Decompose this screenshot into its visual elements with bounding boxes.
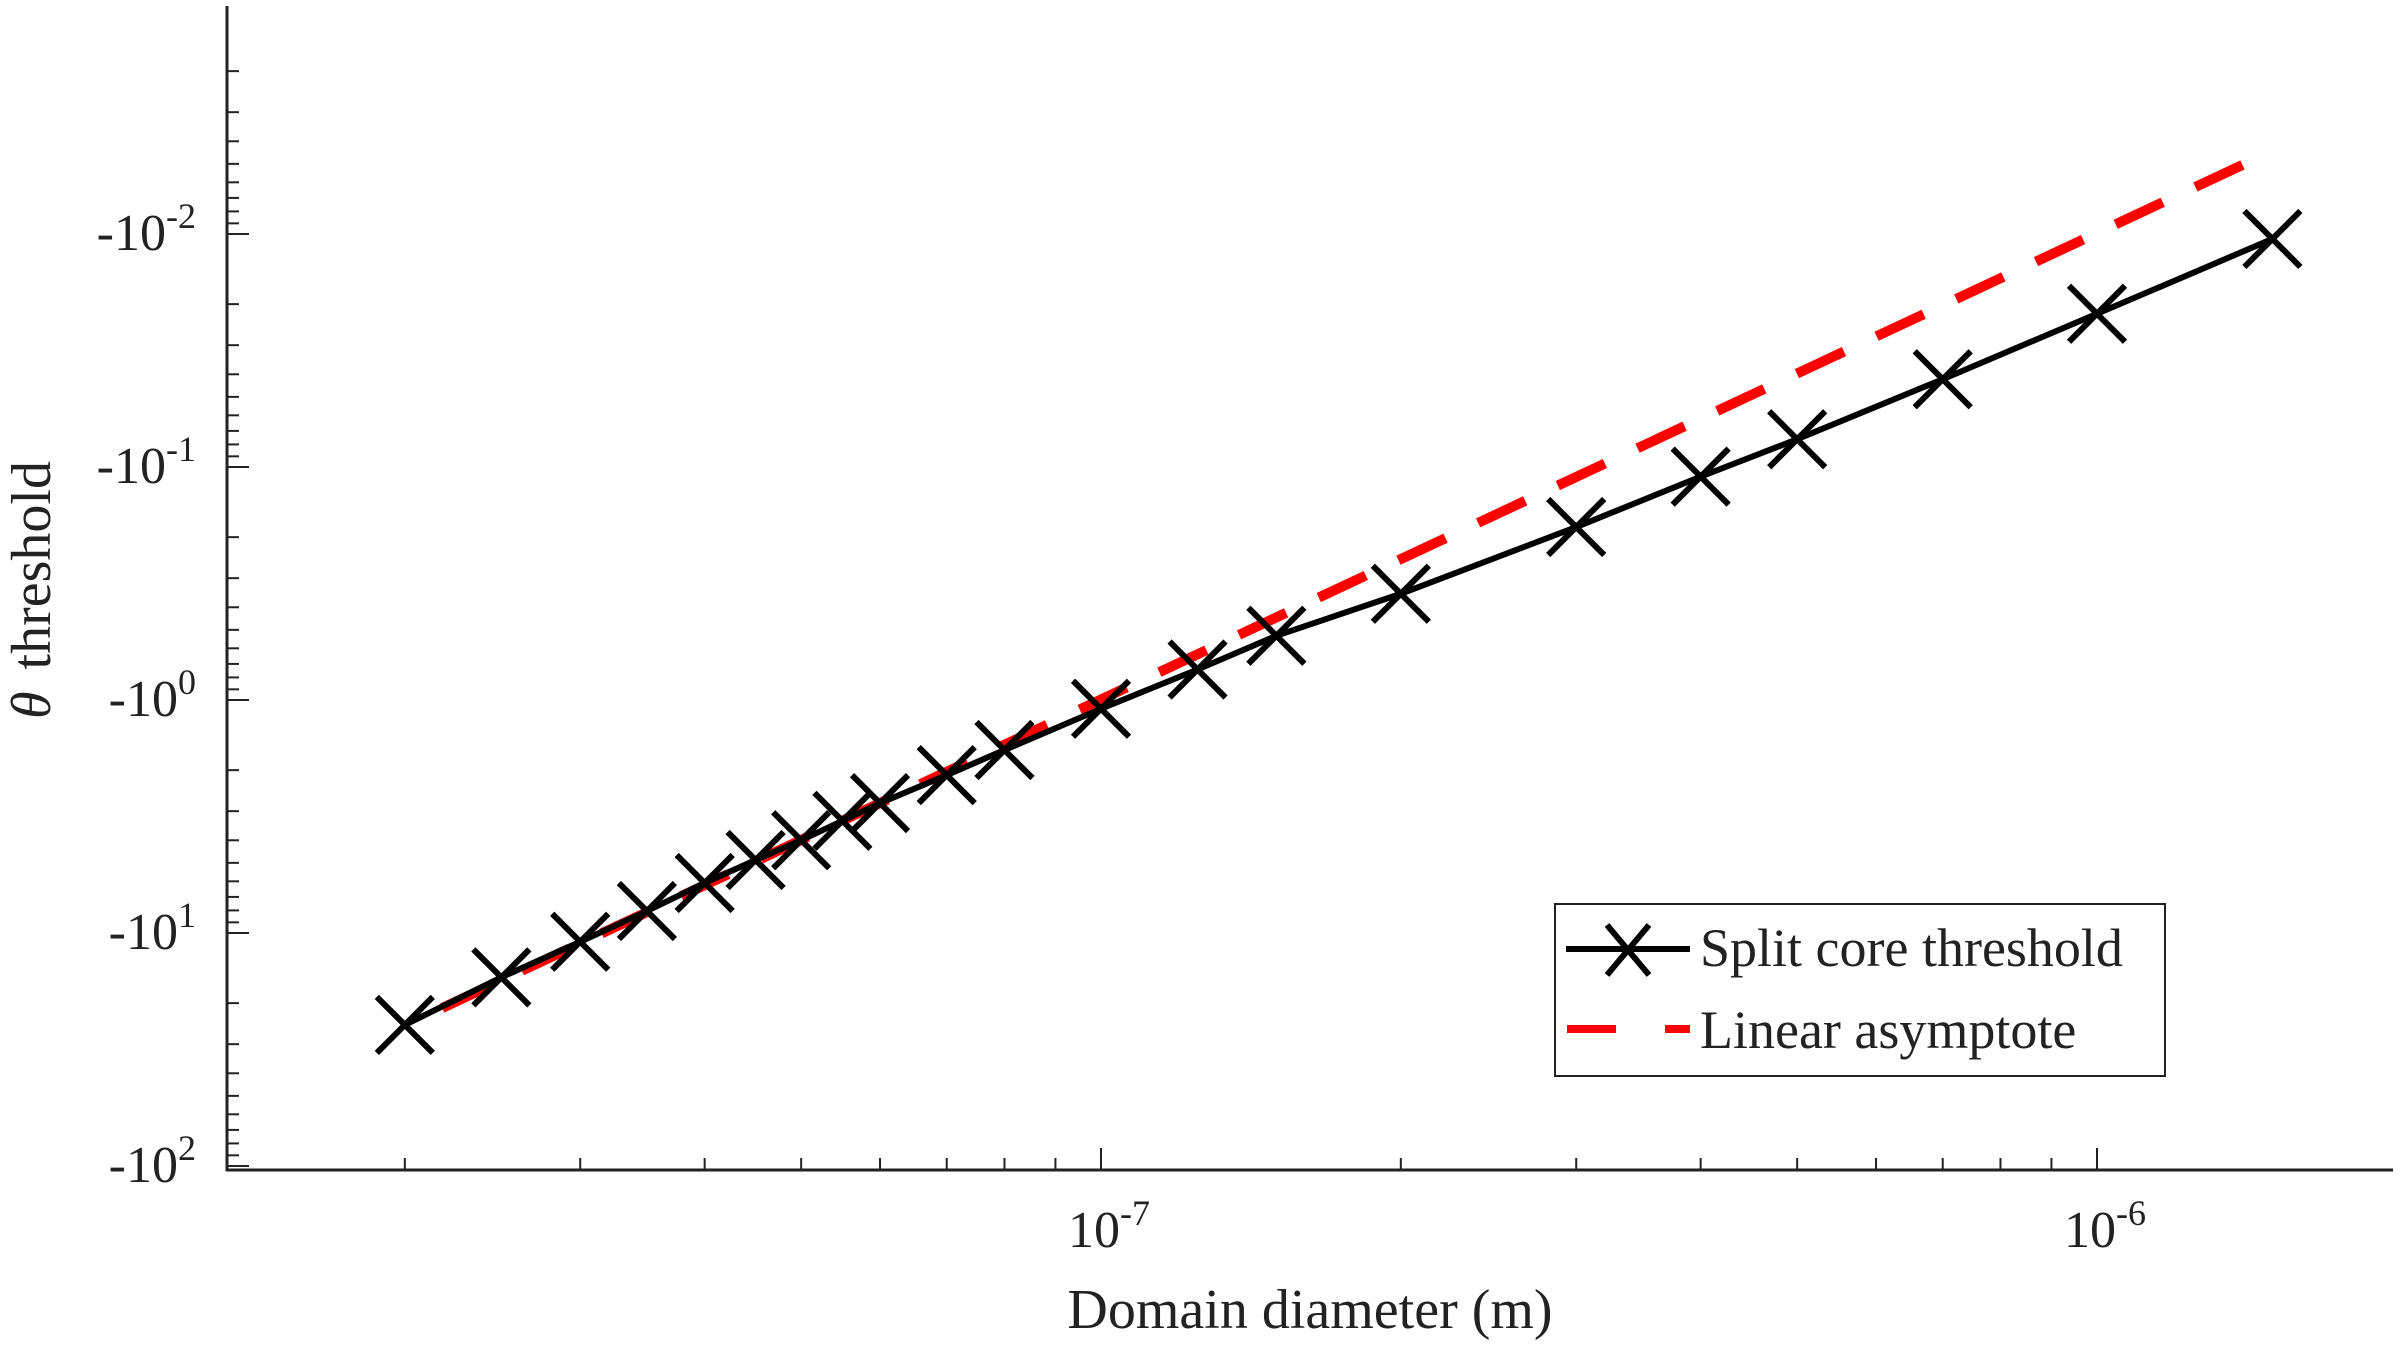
minor-ticks (227, 70, 2098, 1170)
x-marker-icon (1912, 349, 1973, 410)
x-marker-icon (2242, 208, 2303, 270)
x-marker-icon (849, 772, 911, 834)
x-marker-icon (1070, 678, 1132, 739)
x-tick-label: 10-7 (1068, 1193, 1150, 1259)
legend-item-split-core: Split core threshold (1566, 918, 2123, 978)
x-marker-icon (1604, 923, 1652, 977)
x-marker-icon (1246, 605, 1307, 666)
y-tick-label: -101 (109, 895, 196, 961)
legend-item-linear-asymptote: Linear asymptote (1567, 1000, 2076, 1060)
x-marker-icon (1546, 496, 1607, 558)
y-axis-label: θ threshold (1, 461, 63, 719)
legend-box (1554, 903, 2166, 1077)
x-marker-icon (374, 994, 435, 1056)
x-tick-labels: 10-7 10-6 (1068, 1193, 2146, 1259)
y-tick-label: -102 (109, 1128, 196, 1194)
y-tick-label: -10-1 (97, 429, 196, 495)
y-tick-label: -10-2 (97, 196, 196, 262)
legend-label-split-core: Split core threshold (1700, 918, 2123, 978)
legend-label-linear-asymptote: Linear asymptote (1700, 1000, 2076, 1060)
theta-symbol: θ (1, 691, 63, 719)
x-marker-icon (812, 790, 873, 851)
x-marker-icon (2066, 283, 2128, 344)
x-axis-label: Domain diameter (m) (1067, 1279, 1552, 1341)
svg-text:θthreshold: θ threshold (1, 461, 63, 719)
x-marker-icon (725, 829, 786, 891)
y-tick-label: -100 (109, 662, 196, 728)
x-marker-icon (616, 880, 678, 942)
y-tick-labels: -10-2 -10-1 -100 -101 -102 (97, 196, 196, 1194)
x-marker-icon (916, 744, 977, 806)
legend: Split core threshold Linear asymptote (1554, 903, 2166, 1077)
x-marker-icon (1767, 409, 1828, 470)
x-marker-icon (550, 911, 611, 972)
x-marker-icon (1167, 639, 1228, 700)
x-marker-icon (1670, 446, 1731, 507)
x-marker-icon (974, 719, 1035, 781)
linear-asymptote-line (439, 146, 2275, 1013)
y-axis-label-text: threshold (1, 461, 63, 669)
x-tick-label: 10-6 (2064, 1193, 2146, 1259)
x-marker-icon (674, 852, 735, 914)
x-marker-icon (771, 810, 832, 871)
plot-area (374, 146, 2303, 1056)
x-marker-icon (1370, 563, 1431, 624)
x-marker-icon (471, 947, 532, 1008)
